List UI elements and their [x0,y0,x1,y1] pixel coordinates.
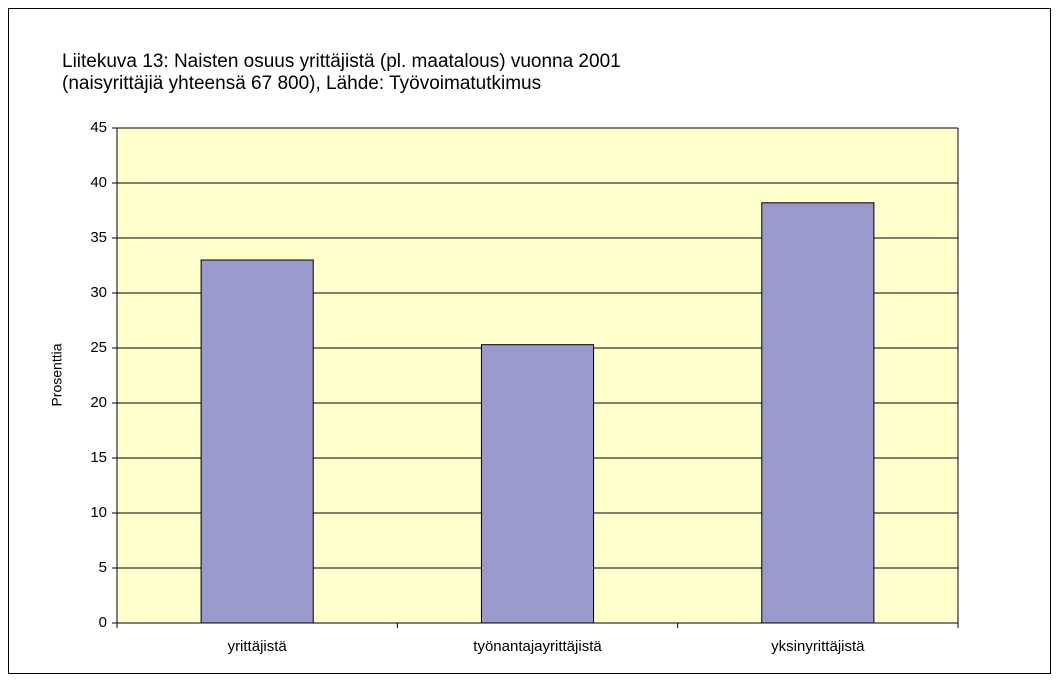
bar [761,202,875,624]
y-tick-label: 15 [90,449,107,466]
y-tick-label: 0 [99,614,107,631]
y-tick-label: 40 [90,174,107,191]
bar [480,344,595,624]
y-tick-label: 25 [90,339,107,356]
x-tick-label: yksinyrittäjistä [771,638,865,655]
y-axis-label: Prosenttia [49,343,65,406]
bar [200,259,314,624]
y-tick-label: 20 [90,394,107,411]
chart-subtitle: (naisyrittäjiä yhteensä 67 800), Lähde: … [62,73,541,94]
y-tick-label: 35 [90,229,107,246]
y-tick-label: 45 [90,119,107,136]
x-tick-label: työnantajayrittäjistä [473,638,602,655]
y-tick-label: 5 [99,559,107,576]
y-tick-label: 30 [90,284,107,301]
y-tick-label: 10 [90,504,107,521]
x-tick-label: yrittäjistä [228,638,288,655]
chart-title: Liitekuva 13: Naisten osuus yrittäjistä … [62,51,621,72]
